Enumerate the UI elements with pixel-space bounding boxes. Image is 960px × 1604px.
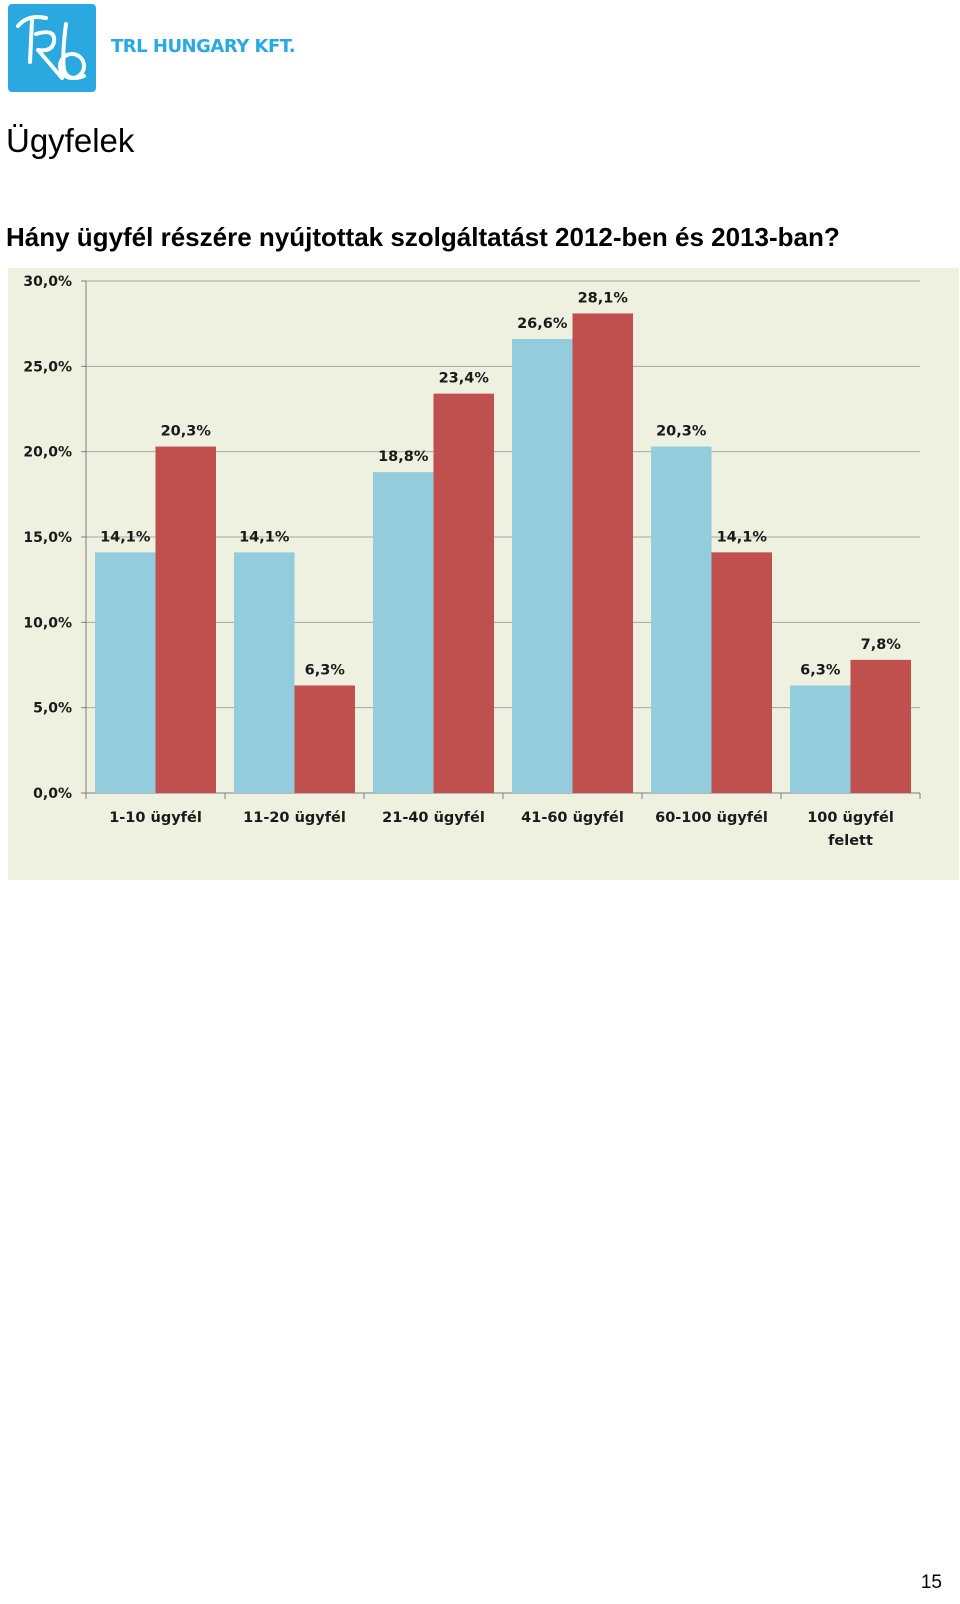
bar xyxy=(433,393,494,793)
bar xyxy=(572,313,633,793)
section-title: Ügyfelek xyxy=(6,122,135,159)
y-tick-label: 10,0% xyxy=(23,615,72,631)
chart-area: 0,0% 5,0% 10,0% 15,0% 20,0% 25,0% 30,0% 14,1% 20… xyxy=(8,268,959,880)
trl-monogram-logo-icon xyxy=(16,15,86,80)
data-label: 6,3% xyxy=(800,662,841,678)
bar xyxy=(651,446,712,793)
bar xyxy=(95,552,156,793)
bar xyxy=(790,685,851,793)
bar xyxy=(155,446,216,793)
chart-question: Hány ügyfél részére nyújtottak szolgálta… xyxy=(6,222,840,252)
data-label: 28,1% xyxy=(578,290,629,306)
y-tick-label: 0,0% xyxy=(33,786,72,802)
bar xyxy=(711,552,772,793)
company-name: TRL HUNGARY KFT. xyxy=(111,36,296,57)
bar-chart: 0,0% 5,0% 10,0% 15,0% 20,0% 25,0% 30,0% 14,1% 20… xyxy=(23,274,921,849)
y-tick-label: 30,0% xyxy=(23,274,72,290)
category-label: felett xyxy=(828,833,873,849)
category-label: 100 ügyfél xyxy=(807,810,894,826)
category-label: 1-10 ügyfél xyxy=(109,810,202,826)
data-label: 14,1% xyxy=(239,529,290,545)
bar xyxy=(373,472,434,793)
y-tick-label: 20,0% xyxy=(23,445,72,461)
data-label: 23,4% xyxy=(439,371,490,387)
data-label: 14,1% xyxy=(717,529,768,545)
data-label: 20,3% xyxy=(656,424,707,440)
data-label: 18,8% xyxy=(378,449,429,465)
bar xyxy=(234,552,295,793)
data-label: 7,8% xyxy=(861,637,902,653)
data-label: 26,6% xyxy=(517,316,568,332)
trl-logo-icon xyxy=(8,4,96,92)
y-tick-label: 25,0% xyxy=(23,359,72,375)
bar xyxy=(294,685,355,793)
bar xyxy=(850,659,911,793)
y-tick-label: 5,0% xyxy=(33,701,72,717)
data-label: 14,1% xyxy=(100,529,151,545)
data-label: 20,3% xyxy=(161,424,212,440)
category-label: 11-20 ügyfél xyxy=(243,810,346,826)
category-label: 41-60 ügyfél xyxy=(521,810,624,826)
page-number: 15 xyxy=(920,1572,942,1593)
data-label: 6,3% xyxy=(305,662,346,678)
bar xyxy=(512,339,573,793)
y-tick-label: 15,0% xyxy=(23,530,72,546)
category-label: 60-100 ügyfél xyxy=(655,810,768,826)
category-label: 21-40 ügyfél xyxy=(382,810,485,826)
